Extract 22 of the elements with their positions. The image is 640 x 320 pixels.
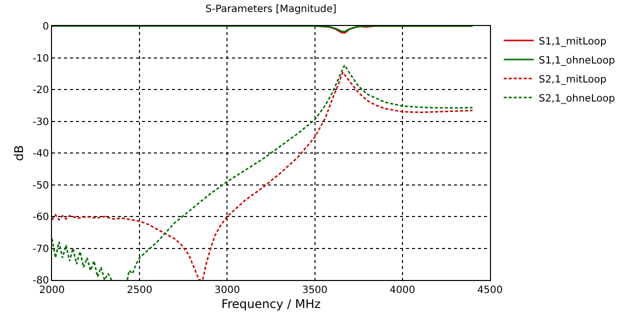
legend-label: S2,1_ohneLoop bbox=[538, 93, 615, 104]
x-tick-label: 4500 bbox=[477, 285, 503, 296]
x-axis-title: Frequency / MHz bbox=[221, 296, 321, 311]
y-tick-label: -80 bbox=[32, 276, 49, 286]
chart-title: S-Parameters [Magnitude] bbox=[205, 4, 337, 15]
y-tick-label: -60 bbox=[32, 212, 49, 223]
y-tick-label: -20 bbox=[32, 85, 49, 96]
x-tick-label: 3000 bbox=[214, 285, 240, 296]
y-tick-label: 0 bbox=[42, 22, 49, 32]
x-tick-label: 3500 bbox=[302, 285, 328, 296]
x-tick-label: 2000 bbox=[39, 285, 65, 296]
legend-label: S1,1_ohneLoop bbox=[538, 55, 615, 66]
y-tick-label: -30 bbox=[32, 116, 49, 128]
legend-label: S1,1_mitLoop bbox=[538, 36, 606, 48]
x-tick-label: 2500 bbox=[126, 285, 152, 296]
y-tick-label: -70 bbox=[32, 244, 49, 255]
y-tick-label: -10 bbox=[32, 53, 49, 64]
legend-label: S2,1_mitLoop bbox=[538, 74, 606, 86]
x-tick-label: 4000 bbox=[390, 285, 416, 296]
y-tick-label: -50 bbox=[32, 180, 49, 192]
y-tick-label: -40 bbox=[32, 148, 49, 160]
y-axis-title: dB bbox=[12, 145, 26, 161]
